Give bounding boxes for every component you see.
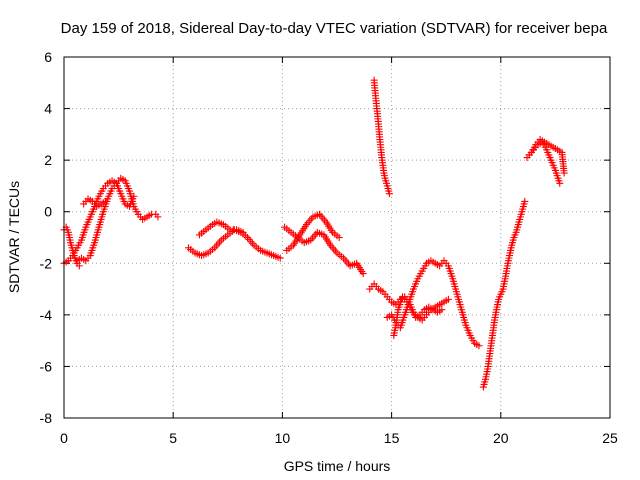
y-tick-label: 4	[44, 101, 52, 117]
data-point	[335, 234, 343, 241]
data-point	[239, 228, 247, 236]
grid	[64, 57, 610, 418]
x-tick-label: 20	[493, 430, 509, 446]
y-tick-label: 2	[44, 152, 52, 168]
series-track-5	[184, 226, 284, 262]
data-point	[385, 190, 393, 198]
data-series	[60, 76, 568, 391]
series-track-7	[281, 223, 367, 278]
series-track-8	[283, 210, 343, 254]
x-tick-label: 25	[602, 430, 618, 446]
data-point	[475, 342, 483, 350]
data-point	[556, 179, 564, 187]
y-tick-label: -4	[40, 307, 53, 323]
x-tick-label: 15	[384, 430, 400, 446]
x-axis-label: GPS time / hours	[284, 458, 391, 474]
y-tick-label: 6	[44, 49, 52, 65]
data-point	[521, 197, 529, 205]
series-track-13	[479, 197, 529, 391]
y-tick-label: -2	[40, 255, 53, 271]
data-point	[560, 169, 568, 177]
data-point	[359, 270, 367, 278]
y-tick-label: -8	[40, 410, 53, 426]
series-track-9	[370, 76, 393, 198]
data-point	[438, 306, 446, 314]
x-tick-label: 0	[60, 430, 68, 446]
data-point	[444, 295, 452, 303]
series-track-3	[73, 174, 162, 265]
series-track-15	[525, 138, 564, 187]
chart-title: Day 159 of 2018, Sidereal Day-to-day VTE…	[61, 20, 608, 37]
y-tick-label: -6	[40, 358, 53, 374]
series-track-14	[523, 136, 568, 177]
x-tick-label: 10	[275, 430, 291, 446]
y-axis-label: SDTVAR / TECUs	[6, 181, 22, 293]
x-tick-label: 5	[169, 430, 177, 446]
y-tick-label: 0	[44, 204, 52, 220]
series-track-4	[80, 195, 109, 211]
series-track-6	[195, 218, 247, 239]
data-point	[75, 262, 83, 270]
series-track-12	[390, 293, 446, 339]
data-point	[101, 197, 109, 205]
data-point	[154, 213, 162, 221]
data-point	[276, 254, 284, 262]
plot-frame	[63, 56, 611, 419]
